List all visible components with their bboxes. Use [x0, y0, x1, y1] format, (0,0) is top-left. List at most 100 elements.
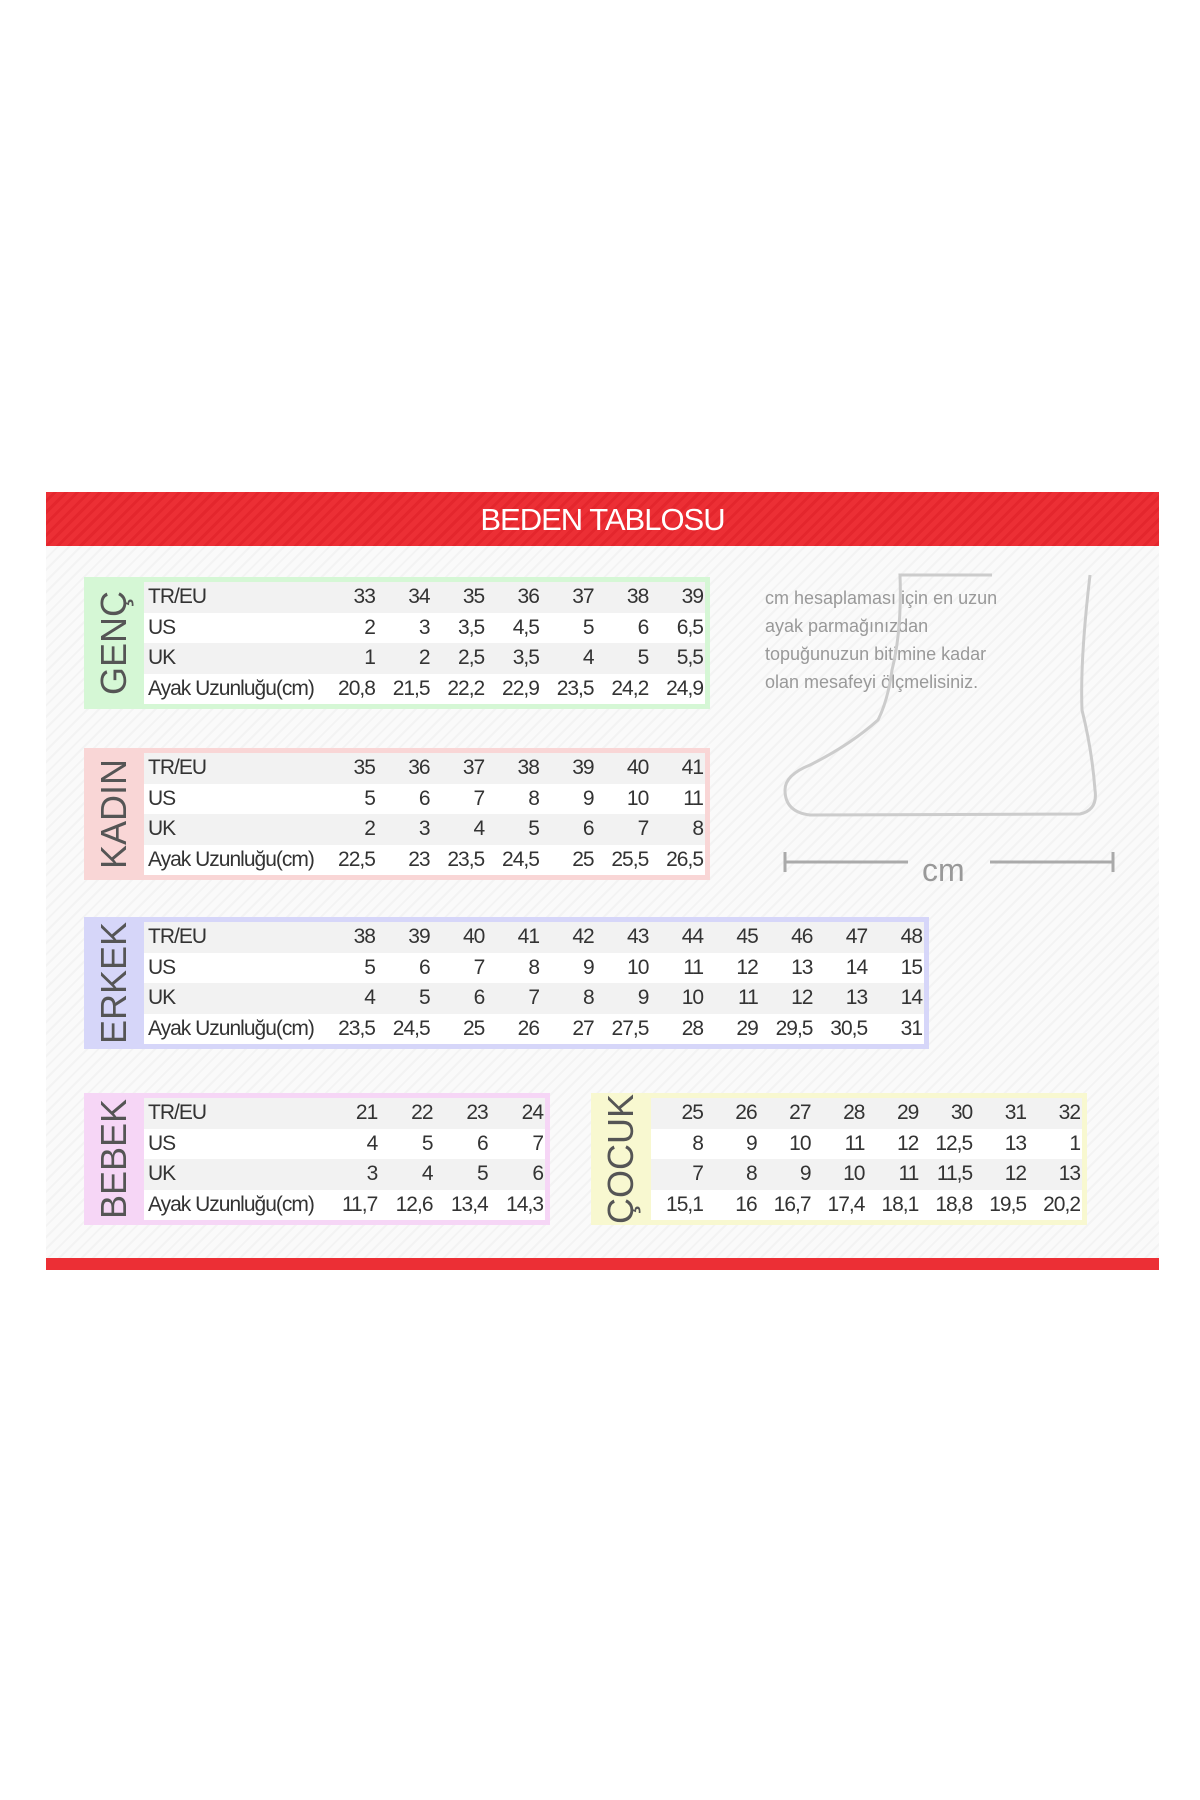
size-table-erkek: ERKEK TR/EU 38 39 40 41 42 43 44 45 46 47 48 US 5 6 7 8 9 1…: [84, 917, 929, 1049]
table-row: TR/EU 35 36 37 38 39 40 41: [144, 753, 705, 784]
row-label: TR/EU: [148, 585, 207, 609]
size-cell: 9: [745, 1131, 758, 1155]
size-cell: 7: [532, 1131, 544, 1155]
size-cell: 16,7: [773, 1192, 812, 1216]
row-label: UK: [148, 986, 176, 1010]
row-label: UK: [148, 817, 176, 841]
size-cell: 36: [408, 756, 430, 780]
table-row: US 5 6 7 8 9 10 11: [144, 783, 705, 814]
row-label: TR/EU: [148, 756, 207, 780]
size-cell: 27,5: [611, 1016, 650, 1040]
size-cell: 6: [582, 817, 595, 841]
size-cell: 6: [477, 1131, 489, 1155]
size-cell: 8: [583, 986, 595, 1010]
table-row: TR/EU 21 22 23 24: [144, 1098, 545, 1129]
size-table-cocuk: ÇOCUK 25 26 27 28 29 30 31 32 8 9 10 11 12 12,5 13 1 7 8 9 1…: [591, 1093, 1087, 1225]
size-cell: 5: [477, 1162, 489, 1186]
size-cell: 29: [896, 1101, 919, 1125]
table-row: US 2 3 3,5 4,5 5 6 6,5: [144, 612, 705, 643]
category-name: ÇOCUK: [600, 1093, 641, 1225]
size-cell: 37: [462, 756, 485, 780]
size-cell: 12: [1004, 1162, 1027, 1186]
size-cell: 8: [528, 955, 540, 979]
size-cell: 28: [681, 1016, 704, 1040]
size-cell: 37: [572, 585, 594, 609]
size-cell: 31: [900, 1016, 923, 1040]
category-name: BEBEK: [93, 1098, 134, 1220]
size-cell: 4: [364, 986, 376, 1010]
row-label: TR/EU: [148, 925, 207, 949]
size-cell: 2: [364, 615, 376, 639]
size-cell: 15,1: [666, 1192, 704, 1216]
size-cell: 48: [900, 925, 923, 949]
table-row: UK 2 3 4 5 6 7 8: [144, 814, 705, 845]
table-row: TR/EU 33 34 35 36 37 38 39: [144, 582, 705, 613]
size-cell: 13: [845, 986, 868, 1010]
size-cell: 9: [637, 986, 650, 1010]
size-cell: 38: [626, 585, 649, 609]
size-cell: 13: [1058, 1162, 1081, 1186]
size-cell: 7: [637, 817, 650, 841]
table-row: 15,1 16 16,7 17,4 18,1 18,8 19,5 20,2: [651, 1189, 1082, 1220]
size-table-kadin: KADIN TR/EU 35 36 37 38 39 40 41 US 5 6 7 8 9 10 11 UK 2 3 4…: [84, 748, 710, 880]
size-cell: 5: [637, 646, 650, 670]
size-cell: 15: [900, 955, 923, 979]
size-cell: 38: [353, 925, 376, 949]
size-cell: 1: [1069, 1131, 1081, 1155]
size-cell: 18,8: [935, 1192, 973, 1216]
size-cell: 7: [528, 986, 540, 1010]
size-cell: 25: [572, 847, 594, 871]
size-cell: 25: [681, 1101, 704, 1125]
category-label: ÇOCUK: [591, 1094, 651, 1224]
size-cell: 13: [1004, 1131, 1027, 1155]
size-cell: 27: [789, 1101, 811, 1125]
size-cell: 9: [583, 955, 595, 979]
table-row: TR/EU 38 39 40 41 42 43 44 45 46 47 48: [144, 922, 924, 953]
size-cell: 10: [789, 1131, 811, 1155]
size-cell: 19,5: [989, 1192, 1027, 1216]
size-cell: 35: [462, 585, 485, 609]
row-label: US: [148, 786, 176, 810]
size-cell: 36: [517, 585, 540, 609]
size-table-genc: GENÇ TR/EU 33 34 35 36 37 38 39 US 2 3 3,5 4,5 5 6 6,5 UK…: [84, 577, 710, 709]
size-cell: 29,5: [775, 1016, 814, 1040]
category-label: ERKEK: [84, 922, 144, 1044]
size-cell: 2,5: [458, 646, 485, 670]
category-name: ERKEK: [93, 921, 134, 1045]
size-cell: 3: [418, 615, 431, 639]
size-cell: 40: [626, 756, 649, 780]
table-row: US 4 5 6 7: [144, 1128, 545, 1159]
cm-label: cm: [922, 852, 965, 888]
size-cell: 41: [517, 925, 540, 949]
size-cell: 10: [626, 786, 649, 810]
size-cell: 5: [418, 986, 431, 1010]
size-cell: 22: [411, 1101, 433, 1125]
size-cell: 24: [521, 1101, 544, 1125]
size-cell: 24,5: [502, 847, 540, 871]
size-cell: 6: [418, 955, 431, 979]
size-cell: 20,2: [1043, 1192, 1081, 1216]
size-cell: 32: [1058, 1101, 1081, 1125]
row-label: Ayak Uzunluğu(cm): [148, 1016, 315, 1040]
row-label: UK: [148, 1162, 176, 1186]
category-label: KADIN: [84, 753, 144, 875]
table-row: 8 9 10 11 12 12,5 13 1: [651, 1128, 1082, 1159]
size-cell: 8: [745, 1162, 758, 1186]
size-cell: 22,2: [447, 676, 485, 700]
size-cell: 24,5: [392, 1016, 431, 1040]
table-row: US 5 6 7 8 9 10 11 12 13 14 15: [144, 952, 924, 983]
size-cell: 10: [843, 1162, 865, 1186]
size-cell: 5,5: [676, 646, 704, 670]
size-cell: 14: [845, 955, 868, 979]
size-cell: 4: [582, 646, 595, 670]
size-cell: 4: [473, 817, 486, 841]
size-cell: 10: [627, 955, 649, 979]
size-cell: 30: [950, 1101, 973, 1125]
size-cell: 2: [364, 817, 376, 841]
size-cell: 9: [799, 1162, 812, 1186]
size-cell: 24,9: [666, 676, 704, 700]
size-cell: 28: [843, 1101, 865, 1125]
table-row: UK 4 5 6 7 8 9 10 11 12 13 14: [144, 983, 924, 1014]
footer-bar: [46, 1258, 1159, 1270]
table-row: Ayak Uzunluğu(cm) 20,8 21,5 22,2 22,9 23,5 24,…: [144, 673, 705, 704]
